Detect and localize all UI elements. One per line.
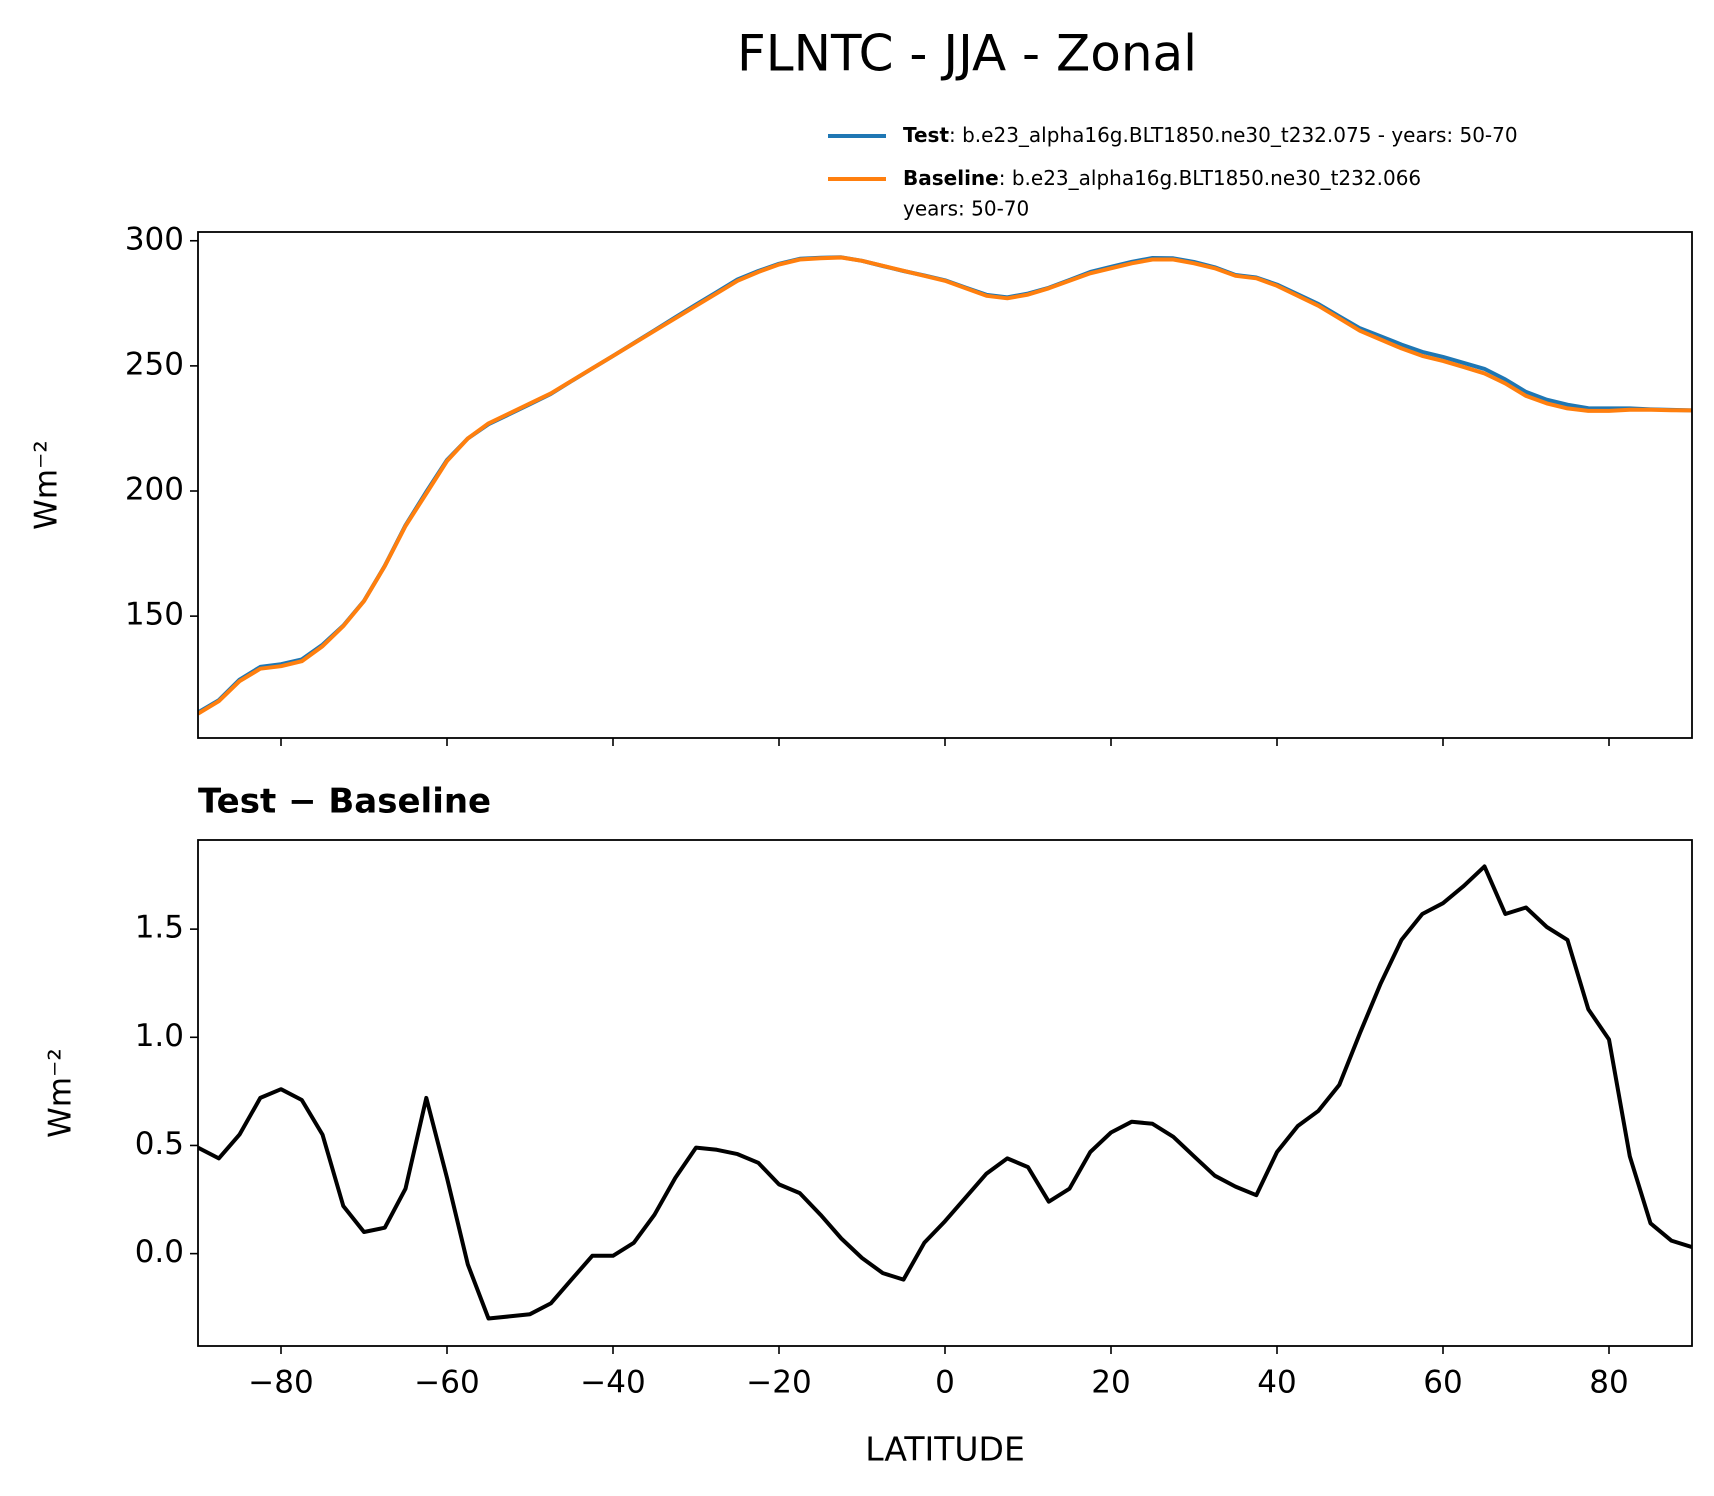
subplot-title: Test − Baseline (198, 782, 491, 822)
y-tick-label: 150 (125, 597, 184, 633)
legend-description: : b.e23_alpha16g.BLT1850.ne30_t232.075 -… (949, 123, 1518, 147)
y-tick-label: 200 (125, 472, 184, 508)
legend-description: years: 50-70 (903, 197, 1029, 221)
x-tick-label: −60 (414, 1365, 479, 1401)
axes-frame (197, 839, 1693, 1347)
x-tick-label: −40 (580, 1365, 645, 1401)
legend-name: Baseline (903, 166, 999, 190)
series-line (198, 864, 1692, 1321)
y-axis-label: Wm⁻² (29, 440, 65, 530)
legend-description: : b.e23_alpha16g.BLT1850.ne30_t232.066 (999, 166, 1421, 190)
x-tick-label: −80 (248, 1365, 313, 1401)
x-axis-label: LATITUDE (865, 1430, 1025, 1469)
y-tick-label: 300 (125, 221, 184, 257)
y-tick-label: 1.5 (135, 910, 184, 946)
y-tick-label: 250 (125, 346, 184, 382)
legend-label: Baseline: b.e23_alpha16g.BLT1850.ne30_t2… (903, 166, 1421, 190)
axes-frame (197, 231, 1693, 739)
x-tick-label: 40 (1257, 1365, 1296, 1401)
x-tick-label: 80 (1589, 1365, 1628, 1401)
y-axis-label: Wm⁻² (43, 1048, 79, 1138)
x-tick-label: −20 (746, 1365, 811, 1401)
legend-name: Test (903, 123, 949, 147)
series-line (198, 255, 1692, 715)
y-tick-label: 0.5 (135, 1126, 184, 1162)
x-tick-label: 0 (935, 1365, 955, 1401)
figure-title: FLNTC - JJA - Zonal (737, 25, 1197, 83)
legend-label: Test: b.e23_alpha16g.BLT1850.ne30_t232.0… (903, 123, 1518, 147)
x-tick-label: 60 (1423, 1365, 1462, 1401)
y-tick-label: 0.0 (135, 1234, 184, 1270)
y-tick-label: 1.0 (135, 1018, 184, 1054)
x-tick-label: 20 (1091, 1365, 1130, 1401)
series-line (198, 255, 1692, 716)
